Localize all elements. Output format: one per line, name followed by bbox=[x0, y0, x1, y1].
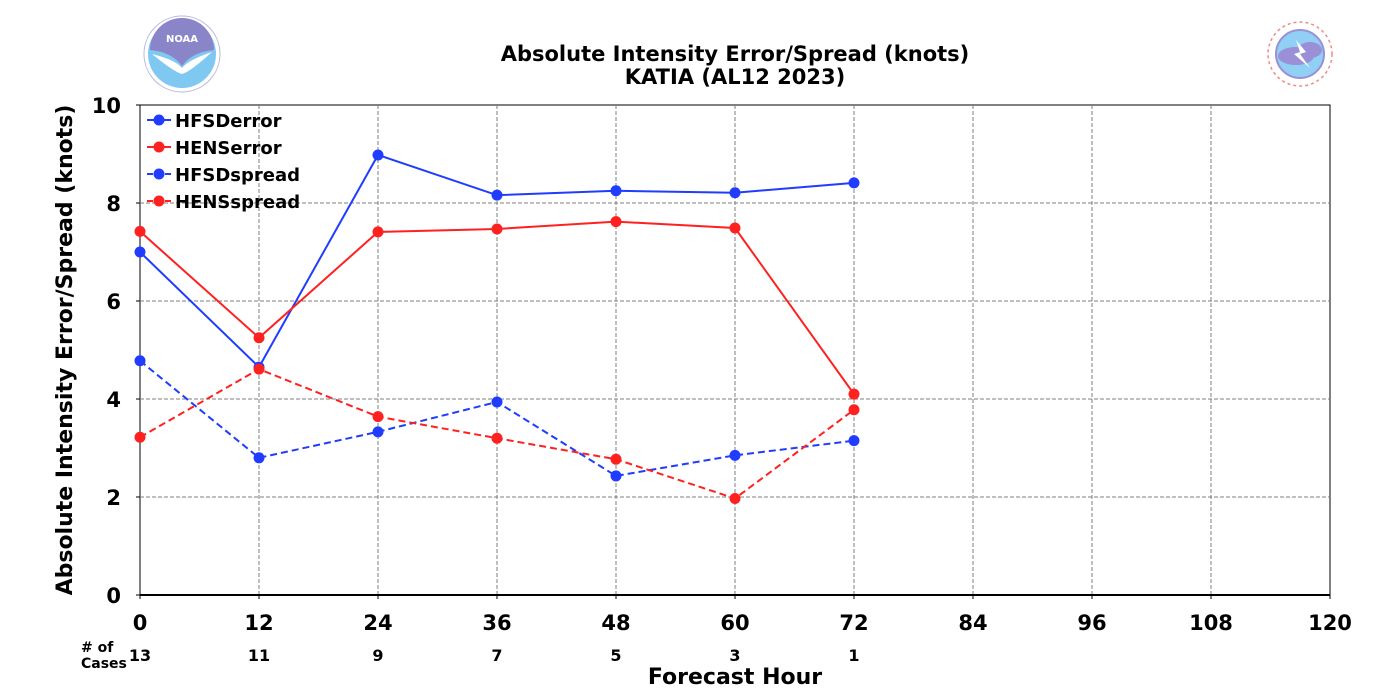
x-tick-label: 24 bbox=[363, 611, 392, 635]
data-point bbox=[729, 222, 741, 234]
y-tick-label: 8 bbox=[106, 192, 121, 216]
cases-count: 7 bbox=[491, 646, 502, 665]
cases-count: 5 bbox=[610, 646, 621, 665]
legend-label: HFSDspread bbox=[175, 165, 300, 186]
data-point bbox=[372, 149, 384, 161]
x-tick-label: 60 bbox=[720, 611, 749, 635]
legend-marker bbox=[153, 114, 165, 126]
data-point bbox=[610, 453, 622, 465]
x-tick-label: 0 bbox=[133, 611, 148, 635]
legend-marker bbox=[153, 141, 165, 153]
data-point bbox=[491, 396, 503, 408]
y-tick-label: 4 bbox=[106, 388, 121, 412]
noaa-logo-text: NOAA bbox=[166, 34, 198, 45]
series-HENSerror bbox=[134, 216, 860, 400]
data-point bbox=[848, 435, 860, 447]
cases-count: 13 bbox=[129, 646, 151, 665]
x-tick-label: 12 bbox=[244, 611, 273, 635]
legend-item: HENSspread bbox=[147, 192, 300, 213]
y-tick-label: 0 bbox=[106, 584, 121, 608]
data-point bbox=[253, 332, 265, 344]
data-point bbox=[848, 177, 860, 189]
data-point bbox=[491, 432, 503, 444]
x-tick-label: 84 bbox=[958, 611, 987, 635]
data-point bbox=[610, 216, 622, 228]
data-point bbox=[134, 225, 146, 237]
data-point bbox=[372, 426, 384, 438]
data-point bbox=[848, 404, 860, 416]
data-point bbox=[372, 411, 384, 423]
legend-marker bbox=[153, 168, 165, 180]
cases-count: 9 bbox=[372, 646, 383, 665]
data-point bbox=[491, 223, 503, 235]
data-point bbox=[372, 226, 384, 238]
x-tick-label: 120 bbox=[1308, 611, 1352, 635]
y-tick-label: 6 bbox=[106, 290, 121, 314]
data-point bbox=[729, 492, 741, 504]
cases-count: 11 bbox=[248, 646, 270, 665]
x-tick-label: 96 bbox=[1077, 611, 1106, 635]
noaa-logo-icon: NOAA bbox=[143, 15, 221, 93]
y-axis-ticks: 0 2 4 6 8 10 bbox=[92, 94, 140, 608]
data-point bbox=[848, 388, 860, 400]
data-point bbox=[134, 431, 146, 443]
chart-subtitle: KATIA (AL12 2023) bbox=[625, 65, 845, 89]
legend-item: HENSerror bbox=[147, 138, 282, 159]
legend-marker bbox=[153, 195, 165, 207]
x-tick-label: 36 bbox=[482, 611, 511, 635]
x-tick-label: 48 bbox=[601, 611, 630, 635]
data-point bbox=[253, 363, 265, 375]
x-axis-label: Forecast Hour bbox=[648, 665, 822, 690]
data-point bbox=[610, 470, 622, 482]
y-tick-label: 2 bbox=[106, 486, 121, 510]
data-point bbox=[253, 452, 265, 464]
chart-title: Absolute Intensity Error/Spread (knots) bbox=[501, 42, 970, 66]
data-point bbox=[729, 449, 741, 461]
data-point bbox=[134, 246, 146, 258]
legend: HFSDerror HENSerror HFSDspread HENSspread bbox=[147, 111, 300, 213]
y-tick-label: 10 bbox=[92, 94, 121, 118]
x-axis-ticks: 0 12 24 36 48 60 72 84 96 108 120 bbox=[133, 595, 1352, 635]
series-HENSspread bbox=[134, 363, 860, 504]
data-point bbox=[729, 187, 741, 199]
legend-item: HFSDerror bbox=[147, 111, 282, 132]
legend-item: HFSDspread bbox=[147, 165, 300, 186]
cases-count: 1 bbox=[848, 646, 859, 665]
data-point bbox=[491, 189, 503, 201]
cases-label-line-1: # of bbox=[81, 640, 114, 656]
x-tick-label: 108 bbox=[1189, 611, 1233, 635]
cases-label-line-2: Cases bbox=[81, 656, 127, 672]
legend-label: HFSDerror bbox=[175, 111, 282, 132]
series-HFSDspread bbox=[134, 355, 860, 482]
x-tick-label: 72 bbox=[839, 611, 868, 635]
data-point bbox=[134, 355, 146, 367]
series bbox=[134, 149, 860, 504]
nws-logo-icon bbox=[1264, 18, 1336, 90]
legend-label: HENSerror bbox=[175, 138, 282, 159]
y-axis-label: Absolute Intensity Error/Spread (knots) bbox=[53, 105, 78, 596]
data-point bbox=[610, 185, 622, 197]
cases-count: 3 bbox=[729, 646, 740, 665]
legend-label: HENSspread bbox=[175, 192, 300, 213]
cases-row: # of Cases 13 11 9 7 5 3 1 bbox=[81, 640, 860, 672]
